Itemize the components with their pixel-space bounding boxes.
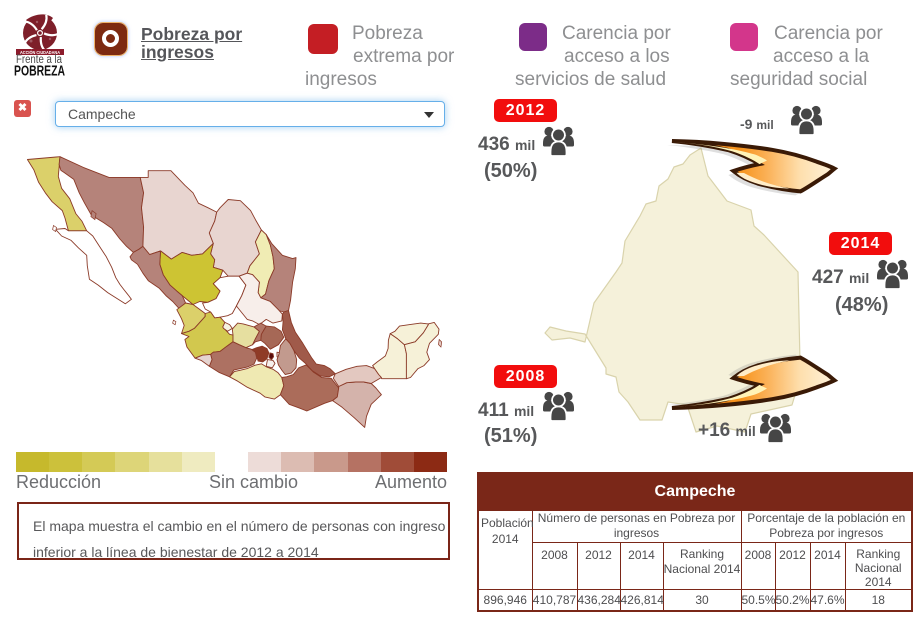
svg-text:Frente a la: Frente a la — [16, 54, 62, 66]
svg-text:ACCIÓN CIUDADANA: ACCIÓN CIUDADANA — [20, 48, 61, 55]
svg-text:POBREZA: POBREZA — [14, 64, 65, 80]
